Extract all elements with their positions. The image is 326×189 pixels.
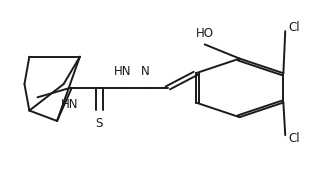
Text: HN: HN	[61, 98, 79, 111]
Text: Cl: Cl	[289, 21, 300, 34]
Text: HN: HN	[113, 65, 131, 78]
Text: HO: HO	[196, 27, 214, 40]
Text: N: N	[141, 65, 149, 78]
Text: Cl: Cl	[289, 132, 300, 145]
Text: S: S	[96, 117, 103, 130]
